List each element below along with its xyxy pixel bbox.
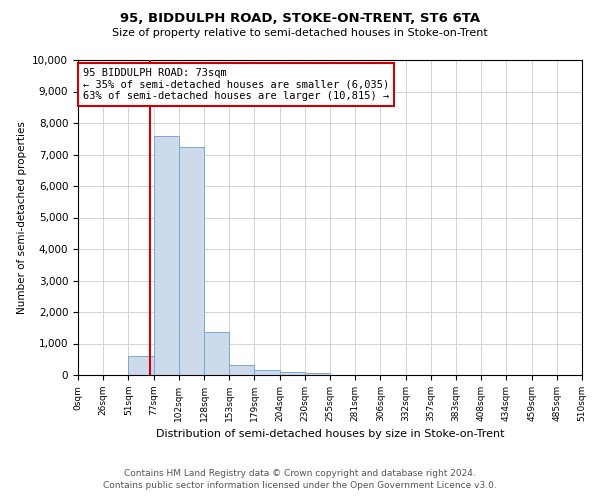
Bar (305, 373, 330, 375)
Bar (179, 146, 204, 375)
Bar (280, 372, 305, 375)
Bar (254, 370, 280, 375)
Bar (229, 365, 254, 375)
Bar (204, 332, 229, 375)
Text: Size of property relative to semi-detached houses in Stoke-on-Trent: Size of property relative to semi-detach… (112, 28, 488, 38)
Bar (128, 356, 154, 375)
Text: 95, BIDDULPH ROAD, STOKE-ON-TRENT, ST6 6TA: 95, BIDDULPH ROAD, STOKE-ON-TRENT, ST6 6… (120, 12, 480, 26)
Bar (154, 136, 179, 375)
Text: 95 BIDDULPH ROAD: 73sqm
← 35% of semi-detached houses are smaller (6,035)
63% of: 95 BIDDULPH ROAD: 73sqm ← 35% of semi-de… (83, 68, 389, 101)
Y-axis label: Number of semi-detached properties: Number of semi-detached properties (17, 121, 27, 314)
X-axis label: Distribution of semi-detached houses by size in Stoke-on-Trent: Distribution of semi-detached houses by … (156, 430, 504, 440)
Text: Contains HM Land Registry data © Crown copyright and database right 2024.
Contai: Contains HM Land Registry data © Crown c… (103, 469, 497, 490)
